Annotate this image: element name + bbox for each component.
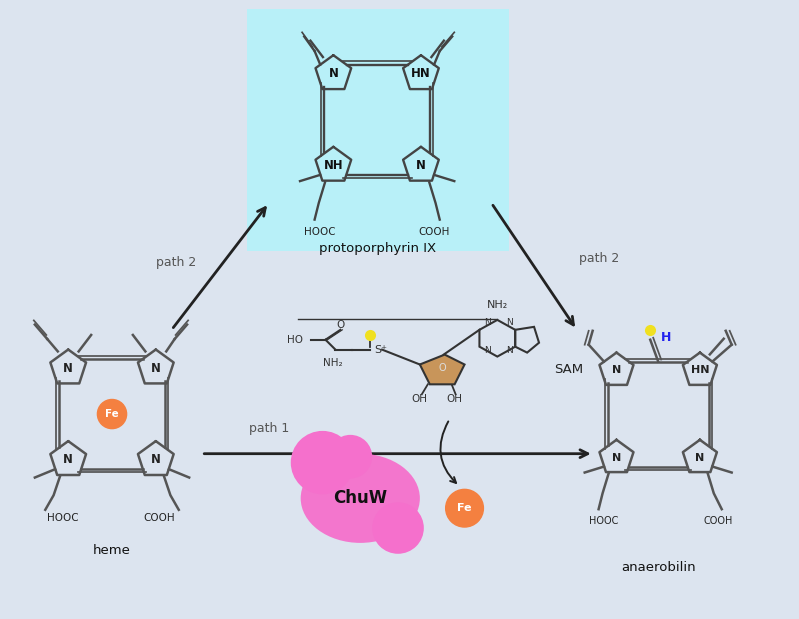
Text: O: O	[439, 363, 447, 373]
Text: S⁺: S⁺	[374, 345, 388, 355]
Circle shape	[97, 399, 126, 428]
Text: N: N	[612, 452, 621, 462]
Circle shape	[372, 502, 423, 554]
Text: OH: OH	[411, 394, 427, 404]
Text: N: N	[506, 318, 513, 327]
Text: NH₂: NH₂	[323, 358, 342, 368]
Text: Fe: Fe	[457, 503, 471, 513]
Text: N: N	[151, 361, 161, 374]
Text: N: N	[612, 365, 621, 376]
Text: HOOC: HOOC	[589, 516, 618, 526]
Text: path 2: path 2	[578, 252, 619, 265]
Text: COOH: COOH	[703, 516, 733, 526]
Text: OH: OH	[447, 394, 463, 404]
Text: HO: HO	[287, 335, 303, 345]
Text: NH₂: NH₂	[487, 300, 508, 310]
Text: N: N	[151, 453, 161, 466]
Text: heme: heme	[93, 544, 131, 557]
Text: path 2: path 2	[157, 256, 197, 269]
Text: N: N	[63, 361, 73, 374]
Text: NH: NH	[324, 159, 344, 172]
Text: N: N	[506, 346, 513, 355]
Text: N: N	[484, 318, 491, 327]
Text: SAM: SAM	[554, 363, 583, 376]
Text: HOOC: HOOC	[304, 227, 336, 237]
Text: N: N	[328, 67, 338, 80]
Text: Fe: Fe	[105, 409, 119, 419]
Text: N: N	[416, 159, 426, 172]
Text: COOH: COOH	[419, 227, 450, 237]
Text: HOOC: HOOC	[46, 513, 78, 523]
Text: path 1: path 1	[249, 422, 289, 435]
Text: COOH: COOH	[144, 513, 176, 523]
Text: N: N	[695, 452, 705, 462]
Polygon shape	[419, 355, 464, 384]
Text: HN: HN	[690, 365, 710, 376]
Circle shape	[291, 431, 354, 495]
Text: anaerobilin: anaerobilin	[621, 561, 695, 574]
Text: H: H	[661, 331, 671, 344]
Circle shape	[446, 490, 483, 527]
Text: N: N	[484, 346, 491, 355]
Ellipse shape	[300, 454, 419, 543]
Text: N: N	[63, 453, 73, 466]
Circle shape	[328, 435, 372, 478]
Text: protoporphyrin IX: protoporphyrin IX	[319, 242, 435, 255]
Text: HN: HN	[411, 67, 431, 80]
FancyBboxPatch shape	[247, 9, 509, 251]
Text: O: O	[336, 320, 344, 330]
Text: ChuW: ChuW	[333, 489, 388, 508]
